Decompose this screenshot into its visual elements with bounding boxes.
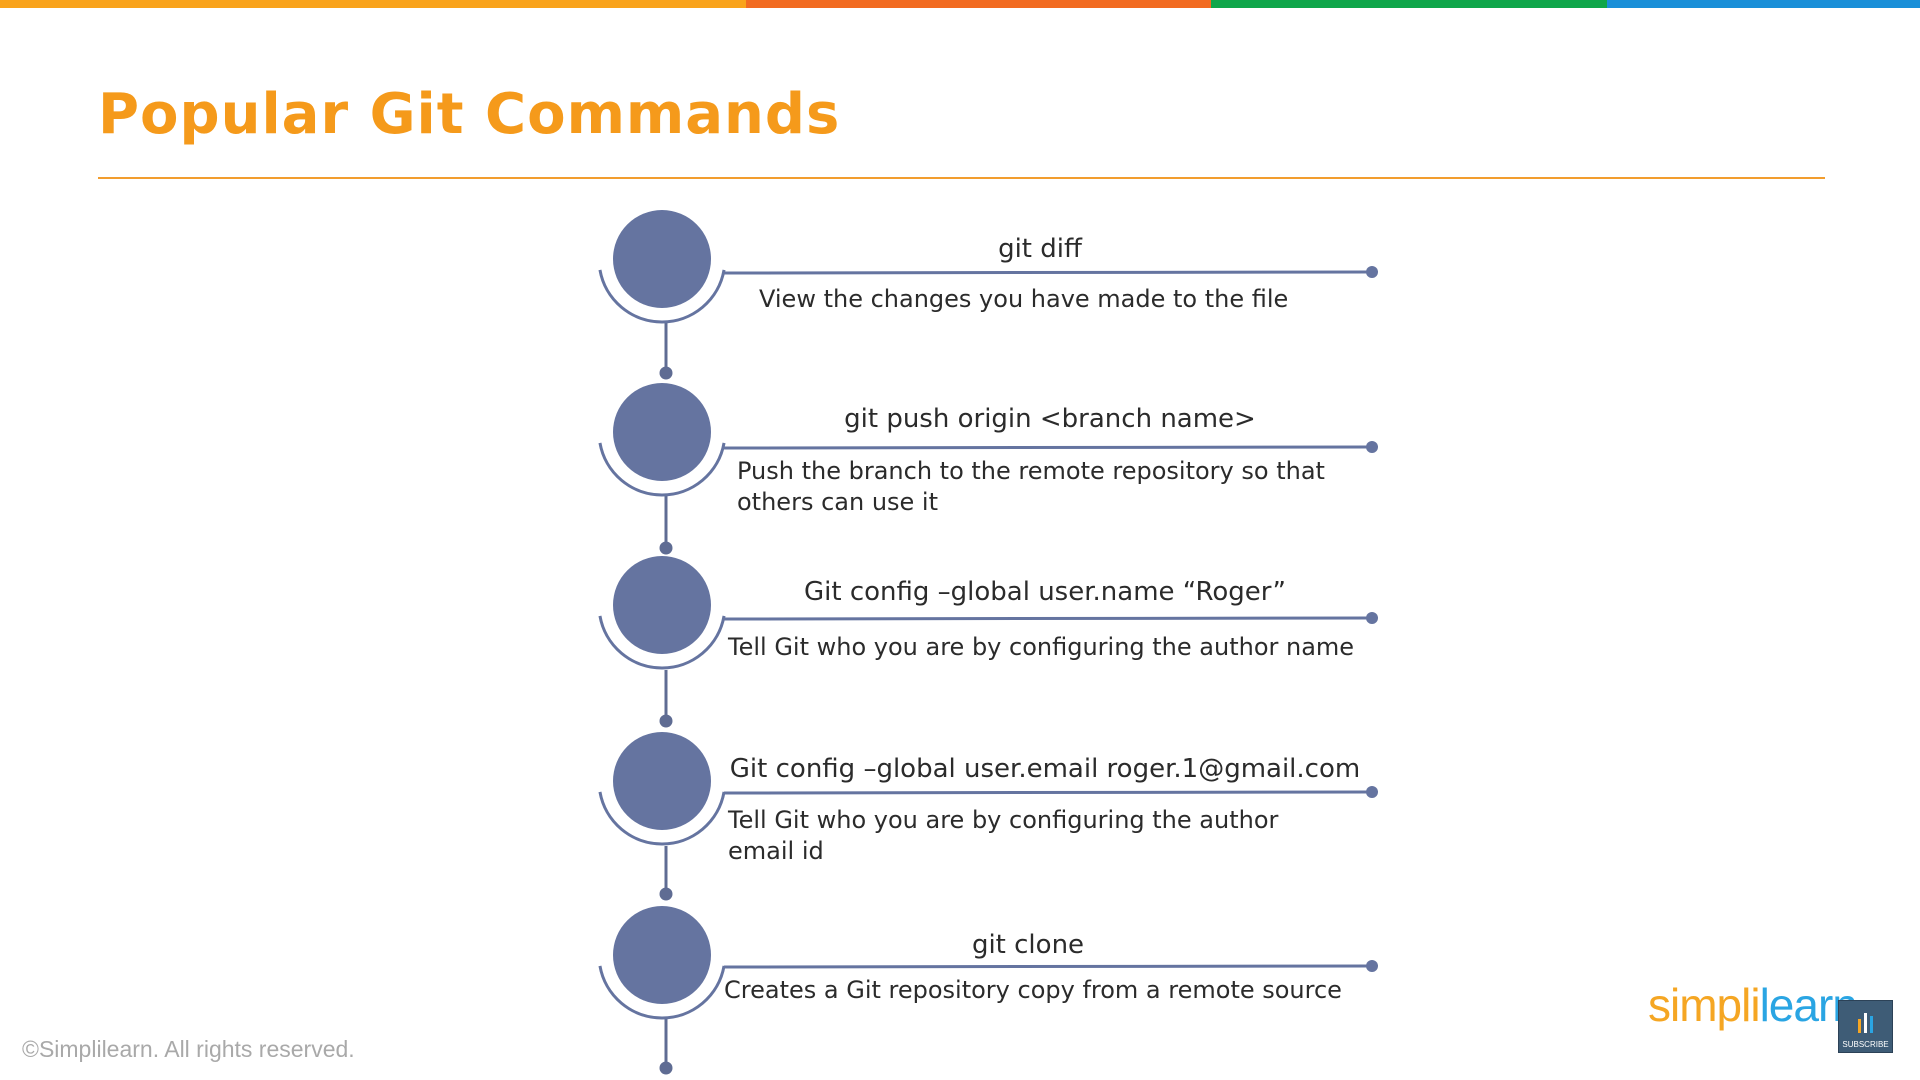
title-underline	[98, 177, 1825, 179]
node-line	[724, 964, 1373, 969]
node-line	[724, 616, 1373, 621]
node-line	[724, 445, 1373, 450]
subscribe-button[interactable]: SUBSCRIBE	[1838, 1000, 1893, 1053]
node-circle	[613, 210, 711, 308]
node-line-end-dot	[1366, 266, 1378, 278]
command-description: View the changes you have made to the fi…	[759, 285, 1289, 313]
timeline-node	[598, 383, 1378, 497]
node-arc	[598, 442, 726, 497]
command-description: Push the branch to the remote repository…	[737, 457, 1325, 516]
command-name: git diff	[998, 234, 1082, 264]
timeline-connectors	[659, 322, 673, 1075]
copyright-footer: ©Simplilearn. All rights reserved.	[22, 1036, 355, 1062]
top-bar-segment-green	[1211, 0, 1607, 8]
command-description: Tell Git who you are by configuring the …	[728, 633, 1355, 661]
node-circle	[613, 383, 711, 481]
command-name: Git config –global user.email roger.1@gm…	[729, 754, 1361, 784]
subscribe-label: SUBSCRIBE	[1842, 1040, 1889, 1049]
node-arc	[598, 791, 726, 846]
command-name: git clone	[971, 930, 1085, 960]
timeline-node	[598, 210, 1378, 324]
top-color-bar	[0, 0, 1920, 8]
command-name: Git config –global user.name “Roger”	[803, 577, 1287, 607]
node-circle	[613, 906, 711, 1004]
node-line	[724, 790, 1373, 795]
node-line-end-dot	[1366, 786, 1378, 798]
slide-title: Popular Git Commands	[98, 82, 841, 147]
command-name: git push origin <branch name>	[844, 404, 1256, 434]
timeline-node	[598, 556, 1378, 670]
logo-text-i: i	[1750, 979, 1760, 1031]
top-bar-segment-blue	[1607, 0, 1920, 8]
top-bar-segment-red-orange	[746, 0, 1211, 8]
timeline-node	[598, 732, 1378, 846]
logo-text-simpl: simpl	[1648, 979, 1751, 1031]
simplilearn-logo: simplilearn	[1648, 978, 1858, 1038]
node-line-end-dot	[1366, 612, 1378, 624]
node-line	[724, 270, 1373, 275]
node-arc	[598, 965, 726, 1020]
command-description: Tell Git who you are by configuring the …	[728, 806, 1279, 865]
node-arc	[598, 615, 726, 670]
bars-icon	[1858, 1013, 1873, 1033]
node-arc	[598, 269, 726, 324]
node-line-end-dot	[1366, 960, 1378, 972]
timeline-node	[598, 906, 1378, 1020]
top-bar-segment-orange	[0, 0, 746, 8]
node-circle	[613, 732, 711, 830]
node-circle	[613, 556, 711, 654]
command-description: Creates a Git repository copy from a rem…	[724, 976, 1342, 1004]
node-line-end-dot	[1366, 441, 1378, 453]
